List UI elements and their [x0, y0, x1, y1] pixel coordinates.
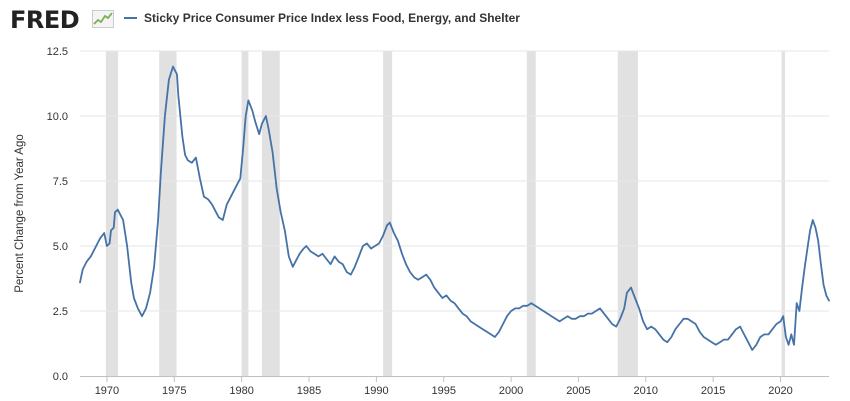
x-tick-label: 1990	[364, 385, 388, 397]
y-tick-label: 2.5	[53, 306, 68, 318]
x-tick-label: 1980	[229, 385, 253, 397]
series-group	[79, 65, 830, 351]
x-tick-label: 1985	[297, 385, 321, 397]
x-tick-label: 1970	[95, 385, 119, 397]
x-tick-label: 2000	[499, 385, 523, 397]
y-tick-label: 0.0	[53, 371, 68, 383]
recession-shading	[105, 51, 785, 376]
x-tick-label: 2020	[768, 385, 792, 397]
x-tick-label: 2015	[701, 385, 725, 397]
recession-band-7	[781, 51, 785, 376]
axes: 0.0 2.5 5.0 7.5 10.0 12.5 1970 1975 1980 1985 1990…	[47, 46, 829, 397]
recession-band-0	[105, 51, 119, 376]
x-tick-label: 2010	[634, 385, 658, 397]
x-tick-label: 1975	[162, 385, 186, 397]
recession-band-6	[617, 51, 638, 376]
chart-legend: Sticky Price Consumer Price Index less F…	[124, 11, 520, 25]
y-tick-label: 5.0	[53, 241, 68, 253]
x-tick-label: 2005	[566, 385, 590, 397]
recession-band-1	[159, 51, 177, 376]
y-tick-label: 10.0	[47, 111, 68, 123]
recession-band-5	[526, 51, 536, 376]
grid-lines	[80, 50, 829, 312]
y-tick-label: 7.5	[53, 176, 68, 188]
y-axis-title: Percent Change from Year Ago	[14, 134, 26, 293]
series-line-0[interactable]	[79, 65, 830, 351]
recession-band-4	[383, 51, 393, 376]
chart-header: FRED Sticky Price Consumer Price Index l…	[0, 0, 850, 40]
chart-line-icon	[92, 10, 114, 28]
x-tick-label: 1995	[431, 385, 455, 397]
y-tick-label: 12.5	[47, 46, 68, 58]
recession-band-2	[241, 51, 249, 376]
recession-band-3	[261, 51, 280, 376]
fred-logo[interactable]: FRED	[10, 6, 80, 34]
legend-label: Sticky Price Consumer Price Index less F…	[144, 11, 520, 25]
legend-swatch	[124, 17, 137, 19]
